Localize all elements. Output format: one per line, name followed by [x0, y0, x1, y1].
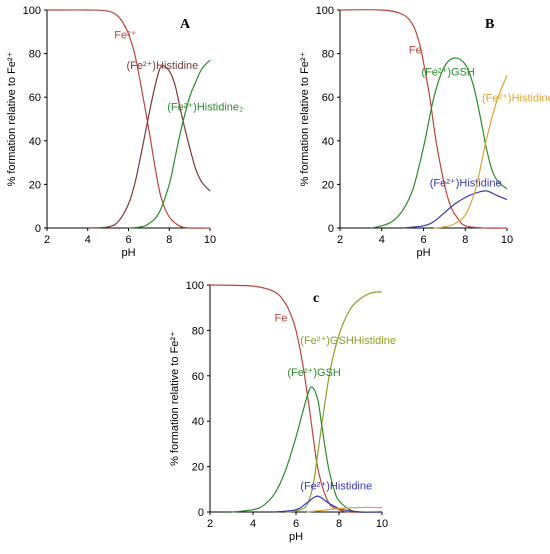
- y-tick-label: 0: [328, 223, 334, 235]
- panel-letter-c: c: [313, 291, 319, 306]
- series-label-0-0: Fe²⁺: [114, 29, 137, 41]
- series-label-2-2: (Fe²⁺)GSH: [287, 367, 341, 379]
- x-axis-title: pH: [289, 531, 303, 543]
- y-tick-label: 40: [192, 416, 204, 428]
- y-tick-label: 60: [322, 92, 334, 104]
- x-tick-label: 10: [204, 234, 216, 246]
- y-axis-title: % formation relative to Fe²⁺: [6, 51, 18, 186]
- y-axis-title: % formation relative to Fe²⁺: [299, 51, 311, 186]
- series-label-2-1: (Fe²⁺)GSHHistidine: [300, 335, 396, 347]
- series-line-2-0: [209, 284, 383, 513]
- series-line-0-0: [46, 9, 211, 229]
- x-tick-label: 8: [336, 518, 342, 530]
- series-label-1-3: (Fe²⁺)Histidine₂: [482, 93, 550, 105]
- y-tick-label: 100: [316, 5, 334, 17]
- panel-letter-b: B: [485, 17, 494, 32]
- x-tick-label: 8: [462, 234, 468, 246]
- series-label-1-1: (Fe²⁺)GSH: [421, 66, 475, 78]
- series-label-2-3: (Fe²⁺)Histidine: [300, 480, 372, 492]
- x-tick-label: 6: [420, 234, 426, 246]
- series-label-1-0: Fe: [409, 45, 422, 57]
- y-tick-label: 80: [29, 49, 41, 61]
- series-line-2-4: [306, 506, 383, 513]
- y-tick-label: 0: [198, 507, 204, 519]
- series-line-2-1: [285, 291, 383, 513]
- y-axis-title: % formation relative to Fe²⁺: [169, 331, 181, 466]
- x-tick-label: 10: [376, 518, 388, 530]
- y-tick-label: 100: [23, 5, 41, 17]
- x-axis-title: pH: [416, 247, 430, 259]
- y-tick-label: 80: [322, 49, 334, 61]
- y-tick-label: 40: [322, 136, 334, 148]
- x-tick-label: 10: [501, 234, 513, 246]
- x-tick-label: 4: [250, 518, 256, 530]
- series-line-0-2: [128, 59, 211, 229]
- series-line-1-2: [402, 190, 508, 229]
- series-label-0-2: (Fe²⁺)Histidine₂: [167, 101, 243, 113]
- series-line-2-3: [274, 495, 383, 513]
- y-tick-label: 60: [192, 371, 204, 383]
- x-tick-label: 2: [44, 234, 50, 246]
- series-label-0-1: (Fe²⁺)Histidine: [126, 60, 198, 72]
- y-tick-label: 60: [29, 92, 41, 104]
- series-label-2-0: Fe: [275, 312, 288, 324]
- x-tick-label: 8: [166, 234, 172, 246]
- series-line-2-2: [231, 386, 383, 513]
- y-tick-label: 40: [29, 136, 41, 148]
- x-tick-label: 6: [125, 234, 131, 246]
- x-tick-label: 4: [379, 234, 385, 246]
- x-tick-label: 2: [207, 518, 213, 530]
- panel-letter-a: A: [180, 17, 191, 32]
- series-label-1-2: (Fe²⁺)Histidine: [430, 178, 502, 190]
- x-tick-label: 6: [293, 518, 299, 530]
- series-line-1-0: [339, 9, 508, 229]
- y-tick-label: 20: [29, 179, 41, 191]
- y-tick-label: 100: [186, 280, 204, 292]
- series-line-1-1: [371, 57, 508, 229]
- x-tick-label: 4: [85, 234, 91, 246]
- x-tick-label: 2: [337, 234, 343, 246]
- series-line-0-1: [87, 65, 211, 229]
- y-tick-label: 80: [192, 325, 204, 337]
- y-tick-label: 0: [35, 223, 41, 235]
- x-axis-title: pH: [121, 247, 135, 259]
- y-tick-label: 20: [192, 462, 204, 474]
- series-line-1-3: [433, 75, 508, 229]
- y-tick-label: 20: [322, 179, 334, 191]
